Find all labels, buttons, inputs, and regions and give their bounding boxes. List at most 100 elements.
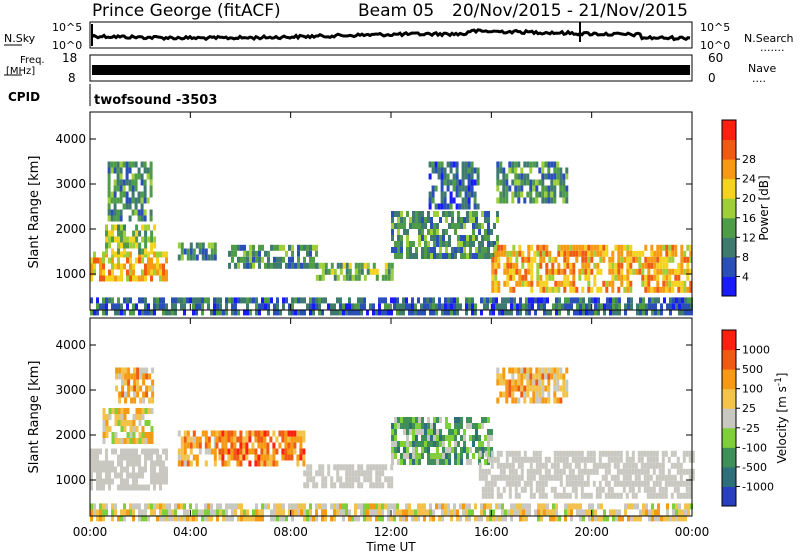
echo-cell [625, 474, 629, 481]
echo-cell [430, 441, 433, 447]
echo-cell [458, 185, 462, 192]
echo-cell [544, 173, 548, 180]
echo-cell [529, 385, 533, 392]
echo-cell [433, 441, 436, 447]
echo-cell [300, 309, 303, 316]
echo-cell [675, 503, 678, 510]
echo-cell [266, 442, 270, 449]
echo-cell [254, 448, 258, 455]
echo-cell [530, 286, 534, 293]
echo-cell [555, 309, 558, 316]
echo-cell [183, 303, 186, 310]
echo-cell [136, 391, 140, 398]
echo-cell [293, 442, 297, 449]
echo-cell [631, 486, 635, 493]
echo-cell [552, 503, 555, 510]
echo-cell [147, 503, 150, 510]
echo-cell [618, 309, 621, 316]
echo-cell [589, 450, 593, 457]
echo-cell [138, 275, 141, 282]
echo-cell [672, 503, 675, 510]
echo-cell [327, 303, 330, 310]
echo-cell [99, 275, 102, 282]
echo-cell [555, 509, 558, 516]
echo-cell [664, 486, 668, 493]
echo-cell [481, 223, 484, 229]
echo-cell [547, 173, 551, 180]
echo-cell [481, 447, 484, 453]
echo-cell [120, 236, 123, 243]
echo-cell [533, 256, 537, 263]
echo-cell [557, 244, 561, 251]
echo-cell [613, 456, 617, 463]
echo-cell [614, 262, 618, 269]
echo-cell [452, 197, 456, 204]
echo-cell [108, 460, 111, 467]
echo-cell [528, 503, 531, 510]
echo-cell [394, 247, 397, 253]
echo-cell [129, 438, 133, 444]
echo-cell [138, 242, 142, 249]
echo-cell [608, 268, 612, 275]
power-echoes [90, 161, 693, 316]
echo-cell [192, 430, 196, 437]
echo-cell [461, 179, 465, 186]
echo-cell [201, 515, 204, 522]
echo-cell [267, 250, 270, 257]
echo-cell [680, 262, 684, 269]
echo-cell [141, 408, 145, 414]
echo-cell [601, 450, 605, 457]
echo-cell [411, 515, 414, 522]
echo-cell [139, 385, 143, 392]
echo-cell [291, 262, 294, 269]
echo-cell [111, 408, 115, 414]
echo-cell [165, 503, 168, 510]
echo-cell [394, 417, 397, 423]
echo-cell [457, 241, 460, 247]
echo-cell [618, 509, 621, 516]
echo-cell [508, 379, 512, 386]
echo-cell [563, 286, 567, 293]
echo-cell [632, 250, 636, 257]
echo-cell [315, 262, 319, 269]
echo-cell [587, 280, 591, 287]
echo-cell [466, 235, 469, 241]
echo-cell [484, 486, 488, 493]
echo-cell [487, 253, 490, 259]
echo-cell [366, 309, 369, 316]
echo-cell [243, 250, 246, 257]
echo-cell [387, 509, 390, 516]
echo-cell [469, 211, 472, 217]
echo-cell [192, 309, 195, 316]
echo-cell [291, 250, 294, 257]
echo-cell [583, 462, 587, 469]
echo-cell [517, 450, 521, 457]
echo-cell [666, 509, 669, 516]
echo-cell [501, 309, 504, 316]
echo-cell [248, 436, 252, 443]
echo-cell [234, 250, 237, 257]
echo-cell [609, 297, 612, 304]
echo-cell [539, 286, 543, 293]
echo-cell [273, 303, 276, 310]
echo-cell [475, 435, 478, 441]
echo-cell [107, 197, 111, 204]
echo-cell [351, 274, 355, 281]
echo-cell [613, 480, 617, 487]
echo-cell [345, 476, 349, 483]
echo-cell [159, 251, 162, 258]
echo-cell [183, 448, 187, 455]
echo-cell [168, 509, 171, 516]
echo-cell [494, 280, 498, 287]
echo-cell [192, 297, 195, 304]
echo-cell [584, 250, 588, 257]
echo-cell [107, 185, 111, 192]
echo-cell [553, 486, 557, 493]
echo-cell [518, 280, 522, 287]
echo-cell [547, 167, 551, 174]
echo-cell [492, 297, 495, 304]
echo-cell [593, 274, 597, 281]
echo-cell [102, 466, 105, 473]
echo-cell [450, 515, 453, 522]
echo-cell [495, 297, 498, 304]
